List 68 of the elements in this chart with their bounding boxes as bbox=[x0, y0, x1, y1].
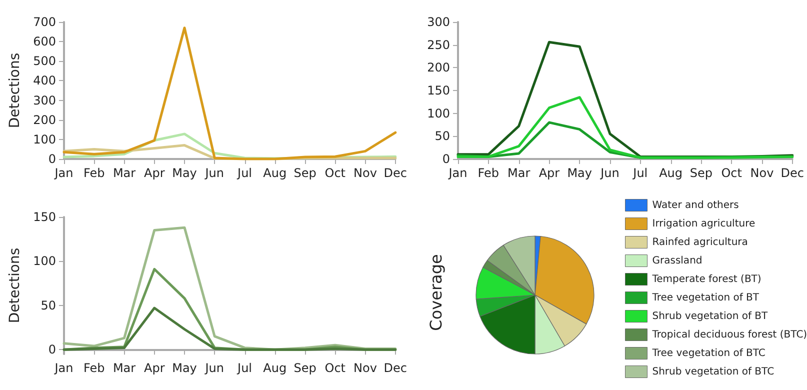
x-tick-label: Nov bbox=[750, 166, 774, 180]
x-tick-label: Nov bbox=[354, 166, 377, 180]
x-tick-label: Jan bbox=[54, 361, 74, 375]
legend-label: Water and others bbox=[652, 200, 739, 211]
y-tick-label: 300 bbox=[33, 93, 56, 108]
x-tick-label: Mar bbox=[507, 166, 530, 180]
legend-label: Tree vegetation of BT bbox=[651, 292, 760, 304]
x-tick-label: May bbox=[567, 166, 592, 180]
y-tick-label: 700 bbox=[33, 15, 56, 29]
y-tick-label: 600 bbox=[33, 34, 56, 49]
x-tick-label: Mar bbox=[112, 166, 136, 180]
x-tick-label: Jan bbox=[54, 166, 74, 180]
y-tick-label: 300 bbox=[427, 15, 450, 29]
x-tick-label: Apr bbox=[144, 166, 165, 180]
x-tick-label: May bbox=[172, 166, 197, 180]
legend-label: Grassland bbox=[652, 255, 702, 266]
x-tick-label: Dec bbox=[384, 361, 408, 375]
x-tick-label: Oct bbox=[324, 361, 346, 375]
y-tick-label: 100 bbox=[427, 106, 450, 120]
x-tick-label: Apr bbox=[538, 166, 560, 180]
x-tick-label: Sep bbox=[294, 166, 316, 180]
x-tick-label: Feb bbox=[478, 166, 500, 180]
x-tick-label: Mar bbox=[112, 361, 136, 375]
x-tick-label: Oct bbox=[324, 166, 346, 180]
legend-label: Shrub vegetation of BTC bbox=[652, 366, 774, 378]
x-tick-label: Nov bbox=[354, 361, 377, 375]
x-tick-label: Jun bbox=[204, 166, 224, 180]
x-tick-label: Feb bbox=[84, 361, 105, 375]
y-tick-label: 0 bbox=[48, 342, 56, 357]
y-axis-title: Detections bbox=[7, 248, 23, 324]
y-tick-label: 200 bbox=[427, 60, 450, 75]
y-tick-label: 150 bbox=[33, 210, 56, 224]
x-tick-label: Oct bbox=[721, 166, 742, 180]
y-tick-label: 250 bbox=[427, 38, 450, 52]
x-tick-label: Aug bbox=[263, 166, 287, 180]
x-tick-label: Sep bbox=[690, 166, 713, 180]
legend-label: Tree vegetation of BTC bbox=[651, 348, 766, 359]
x-tick-label: May bbox=[172, 361, 197, 375]
x-tick-label: Jun bbox=[204, 361, 224, 375]
x-tick-label: Jan bbox=[448, 166, 468, 180]
legend-label: Tropical deciduous forest (BTC) bbox=[651, 329, 807, 340]
x-tick-label: Jul bbox=[236, 361, 252, 375]
x-tick-label: Jul bbox=[236, 166, 252, 180]
y-tick-label: 150 bbox=[427, 84, 450, 98]
x-tick-label: Feb bbox=[84, 166, 105, 180]
y-tick-label: 0 bbox=[442, 152, 450, 166]
x-tick-label: Aug bbox=[263, 361, 287, 375]
legend-label: Shrub vegetation of BT bbox=[652, 310, 769, 322]
y-tick-label: 50 bbox=[434, 129, 450, 144]
y-tick-label: 0 bbox=[48, 152, 56, 166]
y-tick-label: 100 bbox=[33, 254, 56, 268]
x-tick-label: Dec bbox=[780, 166, 804, 180]
y-tick-label: 100 bbox=[33, 132, 56, 146]
legend-label: Rainfed agricultura bbox=[652, 236, 748, 248]
legend-label: Irrigation agriculture bbox=[652, 218, 756, 230]
x-tick-label: Dec bbox=[384, 166, 408, 180]
x-tick-label: Aug bbox=[659, 166, 683, 180]
y-tick-label: 500 bbox=[33, 54, 56, 68]
x-tick-label: Apr bbox=[144, 361, 165, 375]
x-tick-label: Jul bbox=[632, 166, 648, 180]
y-tick-label: 400 bbox=[33, 74, 56, 88]
text: Coverage bbox=[426, 254, 446, 331]
x-tick-label: Sep bbox=[294, 361, 316, 375]
y-axis-title: Detections bbox=[7, 52, 23, 128]
y-tick-label: 200 bbox=[33, 112, 56, 127]
y-tick-label: 50 bbox=[40, 298, 56, 312]
legend-label: Temperate forest (BT) bbox=[651, 274, 762, 285]
x-tick-label: Jun bbox=[600, 166, 620, 180]
